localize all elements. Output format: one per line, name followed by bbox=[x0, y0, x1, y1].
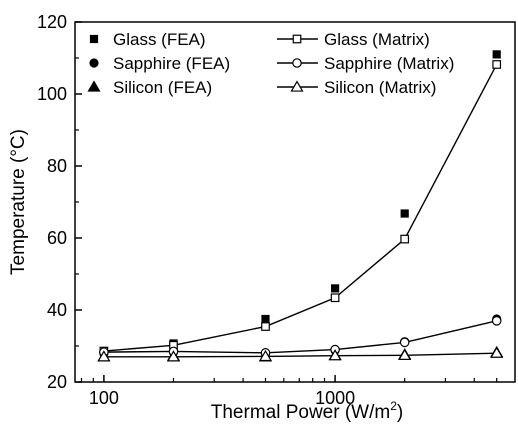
data-point bbox=[492, 60, 502, 69]
data-point bbox=[400, 234, 410, 244]
series-sapphire-matrix bbox=[99, 315, 502, 358]
data-point bbox=[330, 284, 340, 293]
series-glass-matrix bbox=[99, 60, 502, 356]
legend-label: Sapphire (Matrix) bbox=[324, 54, 454, 73]
legend-label: Silicon (Matrix) bbox=[324, 78, 436, 97]
series-silicon-matrix bbox=[97, 346, 504, 362]
legend: Glass (FEA) Sapphire (FEA) Silicon (FEA) Gl… bbox=[87, 30, 454, 97]
y-tick-label: 80 bbox=[47, 156, 67, 176]
legend-item: Glass (FEA) bbox=[89, 30, 206, 49]
x-tick-label: 100 bbox=[89, 388, 119, 408]
legend-label: Glass (FEA) bbox=[113, 30, 206, 49]
y-tick-label: 100 bbox=[37, 84, 67, 104]
legend-item: Glass (Matrix) bbox=[277, 30, 430, 49]
x-tick-label: 1000 bbox=[315, 388, 355, 408]
series-line bbox=[103, 64, 498, 352]
data-point bbox=[261, 314, 270, 324]
x-axis-label-superscript: 2 bbox=[390, 399, 397, 413]
legend-marker bbox=[89, 34, 99, 44]
data-point bbox=[330, 293, 340, 303]
axes-layer: 20 40 60 80 100 120 100 1000 bbox=[37, 12, 498, 408]
series-line bbox=[103, 352, 497, 358]
series-line bbox=[103, 320, 497, 354]
y-axis-label: Temperature (°C) bbox=[8, 129, 29, 275]
legend-item: Silicon (FEA) bbox=[87, 78, 212, 97]
legend-item: Sapphire (FEA) bbox=[89, 54, 230, 73]
x-axis-label-close: ) bbox=[397, 402, 403, 423]
legend-label: Silicon (FEA) bbox=[113, 78, 212, 97]
data-point bbox=[261, 322, 270, 331]
data-point bbox=[166, 350, 181, 362]
series-layer bbox=[97, 50, 504, 362]
legend-label: Sapphire (FEA) bbox=[113, 54, 230, 73]
data-point bbox=[491, 315, 502, 326]
legend-marker bbox=[290, 80, 304, 92]
y-tick-label: 60 bbox=[47, 228, 67, 248]
data-point bbox=[97, 350, 111, 362]
x-axis-label: Thermal Power (W/m2) bbox=[211, 399, 403, 423]
legend-label: Glass (Matrix) bbox=[324, 30, 430, 49]
data-point bbox=[258, 349, 273, 362]
data-point bbox=[399, 337, 410, 348]
y-tick-label: 20 bbox=[47, 372, 67, 392]
legend-marker bbox=[87, 80, 101, 92]
data-point bbox=[490, 346, 504, 358]
data-point bbox=[492, 50, 501, 59]
legend-item: Sapphire (Matrix) bbox=[277, 54, 454, 73]
data-point bbox=[398, 348, 412, 361]
data-point bbox=[400, 209, 409, 218]
legend-item: Silicon (Matrix) bbox=[277, 78, 436, 97]
x-axis-label-main: Thermal Power (W/m bbox=[211, 402, 390, 423]
y-tick-label: 120 bbox=[37, 12, 67, 32]
legend-marker bbox=[292, 34, 302, 44]
plot-frame bbox=[74, 21, 516, 383]
legend-marker bbox=[89, 58, 99, 68]
y-tick-label: 40 bbox=[47, 300, 67, 320]
legend-marker bbox=[292, 58, 302, 68]
data-point bbox=[328, 349, 342, 361]
